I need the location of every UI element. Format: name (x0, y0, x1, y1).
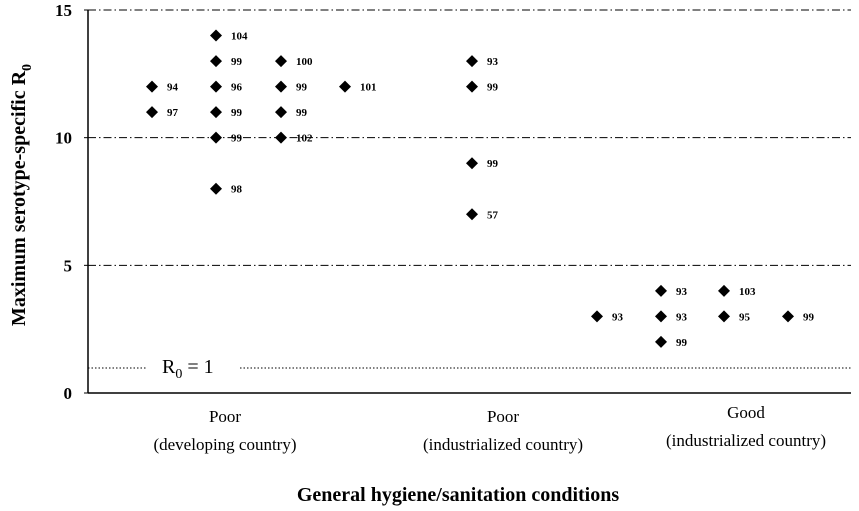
data-point-label: 101 (360, 82, 377, 94)
data-point-label: 97 (167, 107, 179, 119)
data-point-label: 99 (231, 133, 243, 145)
data-point (275, 106, 287, 119)
data-point (655, 310, 667, 323)
data-point-label: 103 (739, 286, 756, 298)
y-tick-label: 15 (55, 1, 72, 20)
data-point (466, 157, 478, 170)
data-point-label: 98 (231, 184, 243, 196)
data-point-label: 99 (676, 337, 688, 349)
data-point-label: 104 (231, 31, 248, 43)
data-point-label: 93 (612, 311, 624, 323)
data-point (210, 55, 222, 68)
data-point-label: 99 (231, 107, 243, 119)
category-label-1-line1: Poor (487, 407, 519, 426)
category-label-2: Good (industrialized country) (666, 403, 826, 450)
category-label-0-line1: Poor (209, 407, 241, 426)
category-label-1-line2: (industrialized country) (423, 435, 583, 454)
data-point-label: 95 (739, 311, 751, 323)
data-point-label: 93 (487, 56, 499, 68)
data-point (718, 310, 730, 323)
data-point-label: 99 (803, 311, 815, 323)
category-label-0: Poor (developing country) (153, 407, 296, 454)
data-points: 94 97 104 99 96 99 99 98 100 99 99 102 101 93 99 99 57 93… (146, 29, 815, 349)
data-point (275, 80, 287, 93)
data-point-label: 99 (487, 82, 499, 94)
y-axis-title: Maximum serotype-specific R0 (8, 64, 35, 326)
reference-line-label: R0 = 1 (162, 356, 214, 382)
data-point (466, 55, 478, 68)
y-tick-label: 5 (64, 256, 73, 275)
data-point (466, 80, 478, 93)
data-point-label: 102 (296, 133, 313, 145)
data-point-label: 96 (231, 82, 243, 94)
data-point (146, 106, 158, 119)
data-point (655, 335, 667, 348)
data-point-label: 100 (296, 56, 313, 68)
data-point-label: 99 (296, 82, 308, 94)
y-axis-title-subscript: 0 (20, 64, 35, 71)
data-point-label: 94 (167, 82, 179, 94)
data-point (339, 80, 351, 93)
data-point-label: 99 (296, 107, 308, 119)
data-point (466, 208, 478, 221)
data-point (146, 80, 158, 93)
data-point (210, 182, 222, 195)
data-point (210, 80, 222, 93)
data-point (210, 106, 222, 119)
category-label-0-line2: (developing country) (153, 435, 296, 454)
data-point (275, 131, 287, 144)
y-tick-label: 0 (64, 384, 73, 403)
data-point (591, 310, 603, 323)
gridlines (88, 9, 851, 266)
data-point (718, 284, 730, 297)
category-label-2-line2: (industrialized country) (666, 431, 826, 450)
category-label-1: Poor (industrialized country) (423, 407, 583, 454)
data-point (210, 29, 222, 42)
category-label-2-line1: Good (727, 403, 765, 422)
data-point-label: 57 (487, 209, 499, 221)
data-point (275, 55, 287, 68)
data-point (782, 310, 794, 323)
data-point-label: 93 (676, 311, 688, 323)
data-point-label: 99 (231, 56, 243, 68)
x-axis-title: General hygiene/sanitation conditions (297, 484, 619, 506)
y-tick-label: 10 (55, 129, 72, 148)
data-point-label: 99 (487, 158, 499, 170)
data-point (655, 284, 667, 297)
data-point-label: 93 (676, 286, 688, 298)
y-ticks: 0 5 10 15 (55, 1, 88, 403)
data-point (210, 131, 222, 144)
